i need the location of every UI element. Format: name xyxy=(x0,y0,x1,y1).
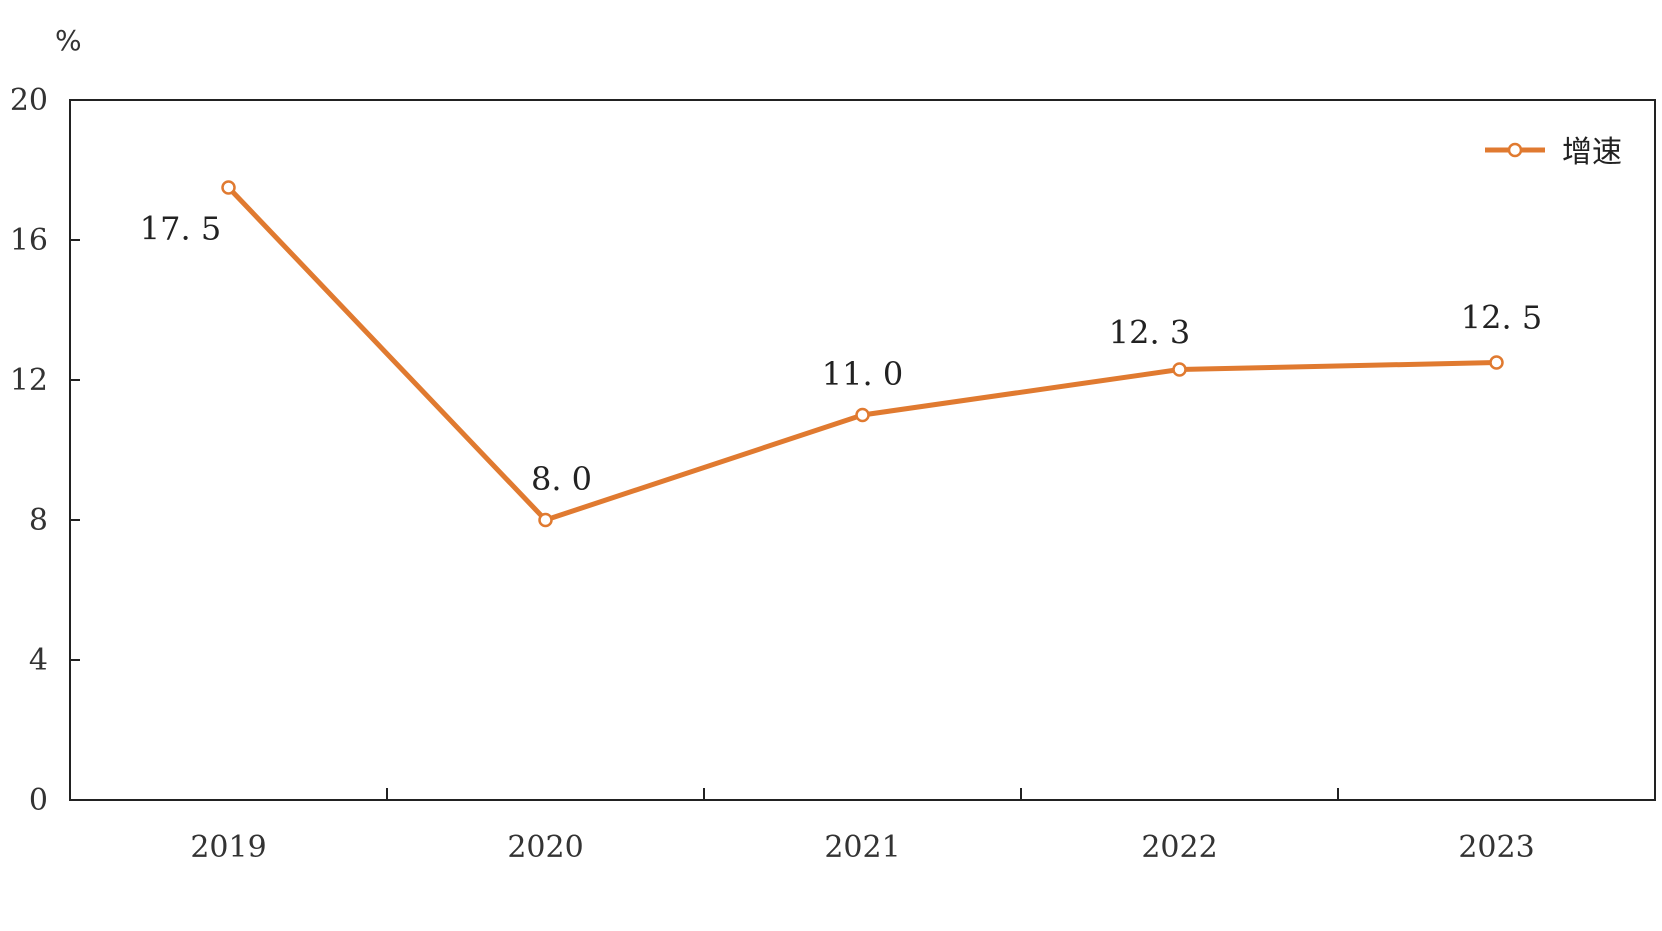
y-axis-tick-label: 20 xyxy=(10,83,48,118)
data-label: 8. 0 xyxy=(531,460,592,498)
y-axis-tick-label: 0 xyxy=(29,783,48,818)
data-point xyxy=(538,512,553,528)
legend-point-marker xyxy=(1507,142,1523,158)
x-axis-tick-label: 2020 xyxy=(507,830,583,865)
x-axis-tick-label: 2023 xyxy=(1458,830,1534,865)
series-line xyxy=(226,185,1499,523)
y-axis-tick-label: 16 xyxy=(10,223,48,258)
data-point xyxy=(221,180,236,195)
plot-area: 0 4 8 12 16 20 2019 2020 2021 2022 2023 17. 5 8. 0 11… xyxy=(10,83,1656,865)
plot-frame xyxy=(69,99,1656,801)
legend: 增速 xyxy=(1485,135,1622,170)
data-label: 12. 3 xyxy=(1109,314,1190,352)
x-axis-tick-label: 2022 xyxy=(1141,830,1217,865)
x-axis-tick-label: 2019 xyxy=(190,830,266,865)
y-axis-tick-label: 4 xyxy=(29,643,48,678)
data-point xyxy=(855,407,870,423)
legend-series-label: 增速 xyxy=(1562,135,1622,170)
y-axis-tick-label: 12 xyxy=(10,363,48,398)
data-point xyxy=(1489,355,1504,370)
data-label: 17. 5 xyxy=(140,210,221,248)
x-axis-tick-label: 2021 xyxy=(824,830,900,865)
y-axis-tick-label: 8 xyxy=(29,503,48,538)
data-point xyxy=(1172,362,1187,377)
data-label: 11. 0 xyxy=(822,355,903,393)
y-axis-unit-label: % xyxy=(55,24,82,57)
data-label: 12. 5 xyxy=(1461,299,1542,337)
